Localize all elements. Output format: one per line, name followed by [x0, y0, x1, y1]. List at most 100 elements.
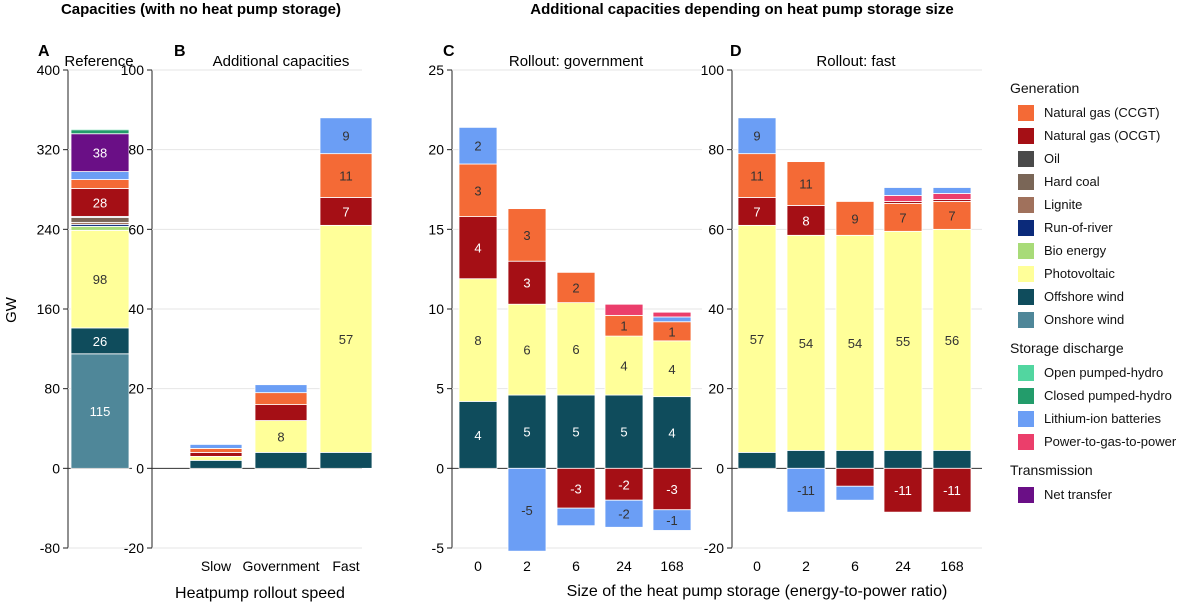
data-label: 4 [668, 362, 675, 377]
y-tick-label: 15 [428, 221, 444, 237]
legend-swatch [1018, 127, 1034, 144]
data-label: 54 [848, 336, 862, 351]
x-tick-label: 6 [851, 558, 859, 574]
y-tick-label: 0 [716, 460, 724, 476]
y-tick-label: 80 [44, 381, 60, 397]
bar-segment-power-to-gas-to-power [883, 195, 923, 202]
panel-title: Rollout: fast [816, 53, 896, 70]
x-axis-label: Heatpump rollout speed [175, 585, 345, 602]
y-tick-label: -80 [40, 540, 60, 556]
y-tick-label: 320 [37, 142, 61, 158]
bar-segment-natural-gas-ccgt [835, 201, 875, 236]
bar-segment-lithium-ion-batteries [786, 467, 826, 513]
bar-segment-photovoltaic [737, 224, 777, 453]
data-label: 4 [668, 425, 675, 440]
data-label: 55 [896, 334, 910, 349]
legend-label: Lithium-ion batteries [1044, 411, 1162, 426]
data-label: 4 [474, 241, 481, 256]
panel-letter-c: C [443, 43, 455, 60]
data-label: 28 [93, 195, 107, 210]
data-label: 8 [474, 333, 481, 348]
panel-title: Rollout: government [509, 53, 644, 70]
data-label: -11 [943, 483, 961, 498]
x-tick-label: Government [242, 558, 319, 574]
bar-segment-natural-gas-ocgt [70, 188, 130, 217]
bar-segment-natural-gas-ccgt [737, 153, 777, 198]
bar-segment-open-pumped-hydro [70, 128, 130, 131]
data-label: 3 [523, 228, 530, 243]
bar-segment-lithium-ion-batteries [604, 499, 644, 528]
bar-segment-offshore-wind [254, 451, 308, 469]
legend-swatch [1018, 410, 1034, 427]
bar-segment-natural-gas-ocgt [932, 467, 972, 513]
panel-a: -80 0 80 160 240 320 400 Reference 115 26 98 28 38 [37, 53, 134, 556]
legend-item-onshore-wind: Onshore wind [1010, 308, 1200, 331]
panel-letter-b: B [174, 43, 186, 60]
data-label: -1 [666, 513, 678, 528]
legend-swatch [1018, 242, 1034, 259]
legend-item-open-pumped-hydro: Open pumped-hydro [1010, 361, 1200, 384]
bar-segment-offshore-wind [507, 394, 547, 469]
bar-segment-natural-gas-ocgt [254, 404, 308, 421]
bar-segment-photovoltaic [507, 303, 547, 396]
bar-segment-lithium-ion-batteries [556, 507, 596, 527]
bar-segment-lithium-ion-batteries [70, 171, 130, 180]
legend-label: Natural gas (CCGT) [1044, 105, 1160, 120]
data-label: 9 [753, 129, 760, 144]
y-tick-label: 80 [128, 142, 144, 158]
bar-segment-natural-gas-ccgt [883, 203, 923, 232]
legend-swatch [1018, 265, 1034, 282]
data-label: 4 [474, 428, 481, 443]
bar-segment-natural-gas-ccgt [786, 161, 826, 206]
legend-label: Photovoltaic [1044, 266, 1115, 281]
data-label: 26 [93, 334, 107, 349]
data-label: 98 [93, 272, 107, 287]
bar-segment-offshore-wind [70, 327, 130, 355]
legend-label: Open pumped-hydro [1044, 365, 1164, 380]
bar-segment-natural-gas-ccgt [507, 208, 547, 262]
y-tick-label: -20 [124, 540, 144, 556]
bar-segment-lithium-ion-batteries [319, 117, 373, 155]
data-label: -3 [570, 481, 582, 496]
panel-b: -20 0 20 40 60 80 100 Additional capacities Slow… [121, 53, 373, 602]
legend-item-natural-gas-ocgt: Natural gas (OCGT) [1010, 124, 1200, 147]
data-label: 6 [572, 342, 579, 357]
bar-segment-offshore-wind [189, 459, 243, 469]
y-tick-label: 60 [708, 221, 724, 237]
data-label: 57 [750, 332, 764, 347]
legend-item-lignite: Lignite [1010, 193, 1200, 216]
data-label: 11 [750, 169, 764, 184]
bar-segment-power-to-gas-to-power [932, 193, 972, 200]
legend-label: Net transfer [1044, 487, 1112, 502]
legend-label: Hard coal [1044, 174, 1100, 189]
x-tick-label: 24 [895, 558, 911, 574]
x-tick-label: 24 [616, 558, 632, 574]
bar-segment-photovoltaic [932, 228, 972, 451]
bar-segment-photovoltaic [835, 234, 875, 451]
legend-item-photovoltaic: Photovoltaic [1010, 262, 1200, 285]
bar-segment-photovoltaic [458, 278, 498, 402]
bar-segment-photovoltaic [786, 234, 826, 451]
panel-letter-d: D [730, 43, 742, 60]
y-tick-label: 40 [708, 301, 724, 317]
x-tick-label: 6 [572, 558, 580, 574]
data-label: 8 [277, 429, 284, 444]
legend-swatch [1018, 196, 1034, 213]
legend-label: Offshore wind [1044, 289, 1124, 304]
section-title-left: Capacities (with no heat pump storage) [61, 1, 341, 18]
bar-segment-natural-gas-ocgt [883, 467, 923, 513]
data-label: 11 [799, 177, 813, 192]
legend-item-natural-gas-ccgt: Natural gas (CCGT) [1010, 101, 1200, 124]
data-label: 7 [342, 204, 349, 219]
bar-segment-offshore-wind [932, 450, 972, 469]
y-tick-label: 100 [701, 62, 725, 78]
legend-label: Onshore wind [1044, 312, 1125, 327]
data-label: 3 [523, 276, 530, 291]
legend-item-offshore-wind: Offshore wind [1010, 285, 1200, 308]
legend-label: Bio energy [1044, 243, 1107, 258]
y-tick-label: 25 [428, 62, 444, 78]
data-label: -5 [521, 503, 533, 518]
data-label: 11 [339, 169, 353, 184]
bar-segment-natural-gas-ccgt [70, 179, 130, 189]
